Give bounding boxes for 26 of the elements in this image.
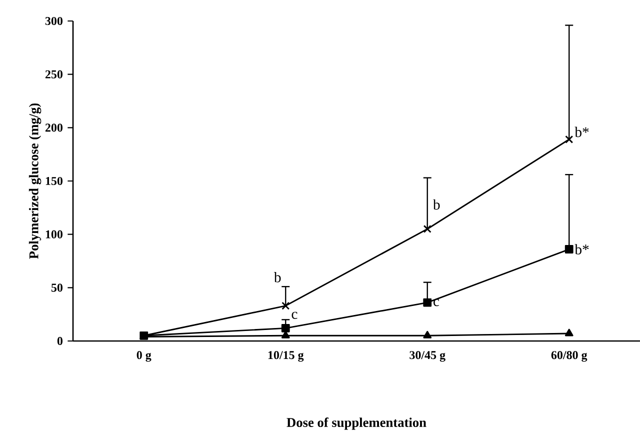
point xyxy=(565,135,574,144)
x-tick-label: 10/15 g xyxy=(268,351,304,362)
x-tick-label: 60/80 g xyxy=(551,351,588,362)
y-tick-label: 250 xyxy=(45,70,63,78)
point xyxy=(564,328,574,336)
point xyxy=(423,298,432,307)
point xyxy=(281,324,290,332)
y-tick-label: 0 xyxy=(57,336,63,346)
y-tick-label: 200 xyxy=(45,124,63,132)
annotation: b xyxy=(274,272,281,282)
annotation: b xyxy=(432,199,440,210)
y-tick-label: 150 xyxy=(46,176,63,186)
point xyxy=(282,302,290,310)
y-axis-title: Polymerized glucose (mg/g) xyxy=(28,103,42,259)
annotation: c xyxy=(292,312,298,319)
y-tick-label: 50 xyxy=(51,284,63,292)
x-tick-label: 30/45 g xyxy=(410,351,446,362)
point xyxy=(423,330,432,338)
annotation: b* xyxy=(574,244,589,254)
y-tick-label: 100 xyxy=(46,230,63,238)
y-tick-label: 300 xyxy=(45,16,63,26)
x-tick-label: 0 g xyxy=(136,351,152,362)
point xyxy=(564,245,574,254)
x-axis-title: Dose of supplementation xyxy=(286,417,426,430)
point xyxy=(423,224,432,234)
annotation: b* xyxy=(574,126,589,138)
